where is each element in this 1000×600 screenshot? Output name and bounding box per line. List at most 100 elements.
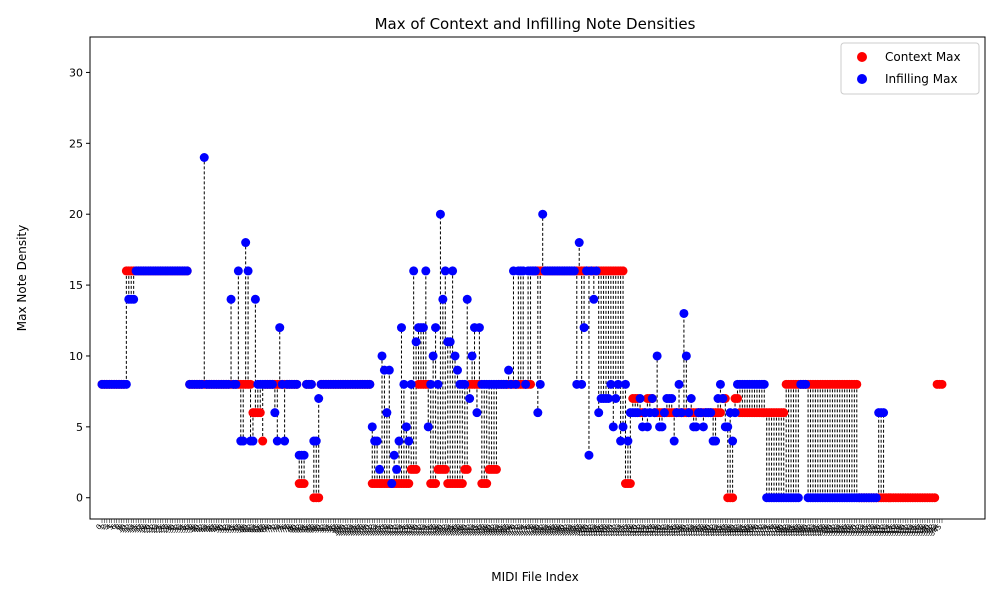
x-tick-label: 68	[257, 523, 269, 535]
x-tick-label: 83	[294, 523, 306, 535]
x-tick-label: 79	[284, 523, 296, 535]
infilling-max-point	[435, 209, 445, 219]
infilling-max-point	[233, 266, 243, 276]
infilling-max-point	[606, 379, 616, 389]
infilling-max-point	[272, 436, 282, 446]
x-tick-label: 5	[107, 523, 116, 532]
legend-marker-context-max	[857, 52, 867, 62]
x-tick-label: 91	[313, 523, 325, 535]
infilling-max-point	[669, 436, 679, 446]
infilling-max-point	[199, 153, 209, 162]
context-max-point	[258, 436, 268, 446]
context-max-point	[618, 266, 628, 276]
x-tick-label: 81	[289, 523, 301, 535]
infilling-max-point	[589, 294, 599, 304]
infilling-max-point	[657, 422, 667, 432]
infilling-max-point	[392, 464, 402, 474]
x-tick-label: 32	[169, 523, 181, 535]
infilling-max-point	[238, 436, 248, 446]
infilling-max-point	[728, 436, 738, 446]
infilling-max-point	[306, 379, 316, 389]
x-tick-label: 20	[140, 523, 152, 535]
x-tick-label: 7	[112, 523, 121, 532]
x-tick-label: 40	[189, 523, 201, 535]
infilling-max-point	[618, 422, 628, 432]
x-tick-label: 60	[238, 523, 250, 535]
infilling-max-point	[616, 436, 626, 446]
infilling-max-point	[399, 379, 409, 389]
infilling-max-point	[608, 422, 618, 432]
infilling-max-point	[299, 450, 309, 460]
infilling-max-point	[462, 294, 472, 304]
infilling-max-point	[384, 365, 394, 375]
x-tick-label: 19	[138, 523, 150, 535]
infilling-max-point	[686, 394, 696, 403]
infilling-max-point	[243, 266, 253, 276]
y-axis: 0 5 10 15 20 25 30	[69, 66, 90, 505]
infilling-max-point	[793, 493, 803, 503]
infilling-max-point	[691, 422, 701, 432]
infilling-max-point	[623, 436, 633, 446]
infilling-max-point	[613, 379, 623, 389]
plot-area-frame	[89, 36, 986, 520]
infilling-max-point	[591, 266, 601, 276]
x-tick-label: 78	[281, 523, 293, 535]
infilling-max-point	[730, 408, 740, 418]
infilling-max-point	[472, 408, 482, 418]
infilling-max-point	[440, 266, 450, 276]
infilling-max-point	[445, 337, 455, 347]
x-tick-label: 65	[250, 523, 262, 535]
infilling-max-point	[538, 209, 548, 219]
infilling-max-point	[467, 351, 477, 361]
x-tick-label: 47	[206, 523, 218, 535]
infilling-max-point	[396, 323, 406, 333]
infilling-max-point	[231, 379, 241, 389]
x-tick-label: 35	[177, 523, 189, 535]
context-max-point	[246, 379, 256, 389]
x-tick-label: 71	[264, 523, 276, 535]
infilling-max-point	[569, 266, 579, 276]
infilling-max-point	[250, 294, 260, 304]
x-tick-label: 75	[274, 523, 286, 535]
legend-label-infilling-max: Infilling Max	[885, 72, 958, 86]
infilling-max-point	[698, 422, 708, 432]
infilling-max-point	[723, 422, 733, 432]
x-tick-label: 22	[145, 523, 157, 535]
x-axis-label: MIDI File Index	[491, 570, 578, 584]
infilling-max-point	[652, 351, 662, 361]
x-tick-label: 88	[306, 523, 318, 535]
legend-box	[840, 42, 980, 95]
x-tick-label: 6	[109, 522, 118, 531]
x-tick-label: 92	[315, 523, 327, 535]
x-tick-label: 42	[194, 523, 206, 535]
x-tick-label: 38	[184, 523, 196, 535]
infilling-max-point	[679, 308, 689, 318]
infilling-max-point	[438, 294, 448, 304]
x-tick-label: 67	[255, 523, 267, 535]
x-tick-label: 87	[303, 523, 315, 535]
legend-label-context-max: Context Max	[885, 50, 961, 64]
infilling-max-point	[659, 408, 669, 418]
infilling-max-point	[418, 323, 428, 333]
context-max-point	[462, 464, 472, 474]
infilling-max-point	[404, 436, 414, 446]
infilling-max-point	[280, 436, 290, 446]
x-tick-label: 12	[121, 523, 133, 535]
x-tick-label: 28	[160, 523, 172, 535]
infilling-max-point	[452, 365, 462, 375]
x-tick-label: 62	[242, 523, 254, 535]
connector-lines	[125, 157, 885, 498]
x-tick-label: 11	[118, 523, 130, 535]
x-tick-label: 58	[233, 523, 245, 535]
infilling-max-point	[275, 323, 285, 333]
infilling-max-point	[411, 337, 421, 347]
x-tick-label: 48	[208, 523, 220, 535]
infilling-max-point	[365, 379, 375, 389]
infilling-max-point	[676, 408, 686, 418]
chart-title: Max of Context and Infilling Note Densit…	[375, 15, 696, 33]
legend: Context Max Infilling Max	[840, 42, 980, 95]
infilling-max-point	[428, 351, 438, 361]
infilling-max-point	[426, 379, 436, 389]
x-tick-label: 61	[240, 523, 252, 535]
infilling-max-point	[465, 394, 475, 403]
